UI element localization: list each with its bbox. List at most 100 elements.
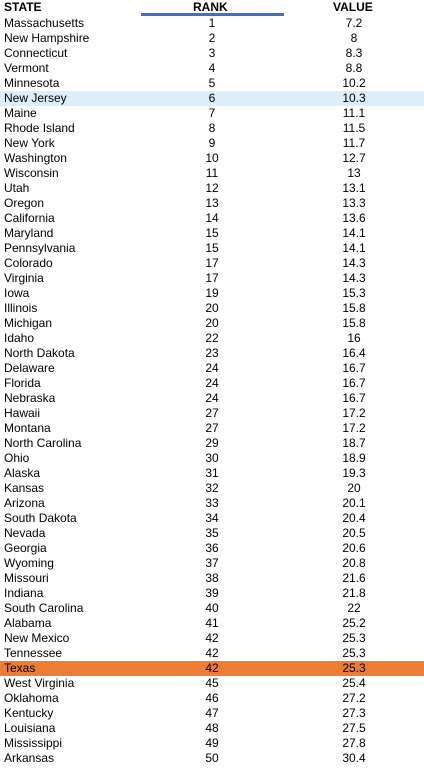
table-row[interactable]: Arizona 33 20.1 <box>0 496 424 511</box>
table-row[interactable]: New York 9 11.7 <box>0 136 424 151</box>
table-row[interactable]: Maine 7 11.1 <box>0 106 424 121</box>
column-header-rank[interactable]: RANK <box>193 0 228 14</box>
table-row[interactable]: Alaska 31 19.3 <box>0 466 424 481</box>
table-row[interactable]: Iowa 19 15.3 <box>0 286 424 301</box>
column-header-value[interactable]: VALUE <box>333 0 373 14</box>
state-cell: Kentucky <box>4 706 54 720</box>
state-cell: Delaware <box>4 361 55 375</box>
table-row[interactable]: Colorado 17 14.3 <box>0 256 424 271</box>
value-cell: 21.8 <box>342 586 366 600</box>
table-row[interactable]: Idaho 22 16 <box>0 331 424 346</box>
rank-cell: 8 <box>208 121 216 135</box>
value-cell: 16.7 <box>342 391 366 405</box>
value-cell: 17.2 <box>342 406 366 420</box>
rank-cell: 42 <box>205 631 219 645</box>
table-row[interactable]: Massachusetts 1 7.2 <box>0 16 424 31</box>
value-cell: 15.8 <box>342 316 366 330</box>
table-row[interactable]: Florida 24 16.7 <box>0 376 424 391</box>
table-row[interactable]: Kansas 32 20 <box>0 481 424 496</box>
value-cell: 16.4 <box>342 346 366 360</box>
table-row[interactable]: North Carolina 29 18.7 <box>0 436 424 451</box>
value-cell: 16 <box>347 331 361 345</box>
rank-cell: 4 <box>208 61 216 75</box>
rank-cell: 23 <box>205 346 219 360</box>
value-cell: 25.3 <box>342 661 366 675</box>
state-cell: Wyoming <box>4 556 54 570</box>
rank-cell: 17 <box>205 256 219 270</box>
rank-cell: 46 <box>205 691 219 705</box>
value-cell: 13.1 <box>342 181 366 195</box>
table-row[interactable]: South Carolina 40 22 <box>0 601 424 616</box>
table-row[interactable]: Indiana 39 21.8 <box>0 586 424 601</box>
table-row[interactable]: Arkansas 50 30.4 <box>0 751 424 766</box>
value-cell: 19.3 <box>342 466 366 480</box>
table-row[interactable]: Oregon 13 13.3 <box>0 196 424 211</box>
table-row[interactable]: New Mexico 42 25.3 <box>0 631 424 646</box>
table-row[interactable]: Wyoming 37 20.8 <box>0 556 424 571</box>
table-row[interactable]: Minnesota 5 10.2 <box>0 76 424 91</box>
value-cell: 12.7 <box>342 151 366 165</box>
rank-cell: 42 <box>205 646 219 660</box>
value-cell: 14.3 <box>342 256 366 270</box>
table-row[interactable]: Alabama 41 25.2 <box>0 616 424 631</box>
table-row[interactable]: Mississippi 49 27.8 <box>0 736 424 751</box>
state-cell: New Jersey <box>4 91 67 105</box>
table-row[interactable]: Illinois 20 15.8 <box>0 301 424 316</box>
table-row[interactable]: Pennsylvania 15 14.1 <box>0 241 424 256</box>
rank-cell: 22 <box>205 331 219 345</box>
state-cell: Minnesota <box>4 76 60 90</box>
table-row[interactable]: New Hampshire 2 8 <box>0 31 424 46</box>
value-cell: 7.2 <box>345 16 363 30</box>
table-row[interactable]: Washington 10 12.7 <box>0 151 424 166</box>
rank-cell: 29 <box>205 436 219 450</box>
table-row[interactable]: Nebraska 24 16.7 <box>0 391 424 406</box>
value-cell: 13 <box>347 166 361 180</box>
column-header-state[interactable]: STATE <box>4 0 42 14</box>
rank-cell: 7 <box>208 106 216 120</box>
table-row[interactable]: Oklahoma 46 27.2 <box>0 691 424 706</box>
table-row[interactable]: Kentucky 47 27.3 <box>0 706 424 721</box>
table-row[interactable]: West Virginia 45 25.4 <box>0 676 424 691</box>
value-cell: 25.2 <box>342 616 366 630</box>
table-row[interactable]: Ohio 30 18.9 <box>0 451 424 466</box>
value-cell: 14.1 <box>342 226 366 240</box>
table-row[interactable]: Montana 27 17.2 <box>0 421 424 436</box>
table-row[interactable]: Michigan 20 15.8 <box>0 316 424 331</box>
state-cell: Indiana <box>4 586 44 600</box>
rank-cell: 30 <box>205 451 219 465</box>
rank-cell: 14 <box>205 211 219 225</box>
rank-cell: 35 <box>205 526 219 540</box>
table-row[interactable]: Rhode Island 8 11.5 <box>0 121 424 136</box>
rank-cell: 48 <box>205 721 219 735</box>
state-cell: Tennessee <box>4 646 63 660</box>
state-cell: Texas <box>4 661 36 675</box>
table-row[interactable]: Texas 42 25.3 <box>0 661 424 676</box>
table-row[interactable]: Louisiana 48 27.5 <box>0 721 424 736</box>
value-cell: 20.6 <box>342 541 366 555</box>
state-cell: Michigan <box>4 316 53 330</box>
table-row[interactable]: Tennessee 42 25.3 <box>0 646 424 661</box>
value-cell: 18.7 <box>342 436 366 450</box>
table-row[interactable]: Maryland 15 14.1 <box>0 226 424 241</box>
table-row[interactable]: Virginia 17 14.3 <box>0 271 424 286</box>
value-cell: 10.2 <box>342 76 366 90</box>
rank-cell: 2 <box>208 31 216 45</box>
table-row[interactable]: Georgia 36 20.6 <box>0 541 424 556</box>
table-row[interactable]: New Jersey 6 10.3 <box>0 91 424 106</box>
table-row[interactable]: Missouri 38 21.6 <box>0 571 424 586</box>
table-row[interactable]: Connecticut 3 8.3 <box>0 46 424 61</box>
table-row[interactable]: Delaware 24 16.7 <box>0 361 424 376</box>
table-row[interactable]: California 14 13.6 <box>0 211 424 226</box>
table-row[interactable]: North Dakota 23 16.4 <box>0 346 424 361</box>
value-cell: 11.1 <box>342 106 366 120</box>
rank-cell: 1 <box>208 16 216 30</box>
value-cell: 14.3 <box>342 271 366 285</box>
table-row[interactable]: Vermont 4 8.8 <box>0 61 424 76</box>
table-row[interactable]: Nevada 35 20.5 <box>0 526 424 541</box>
value-cell: 30.4 <box>342 751 366 765</box>
table-row[interactable]: Hawaii 27 17.2 <box>0 406 424 421</box>
table-row[interactable]: Wisconsin 11 13 <box>0 166 424 181</box>
table-row[interactable]: South Dakota 34 20.4 <box>0 511 424 526</box>
table-row[interactable]: Utah 12 13.1 <box>0 181 424 196</box>
state-cell: Connecticut <box>4 46 68 60</box>
